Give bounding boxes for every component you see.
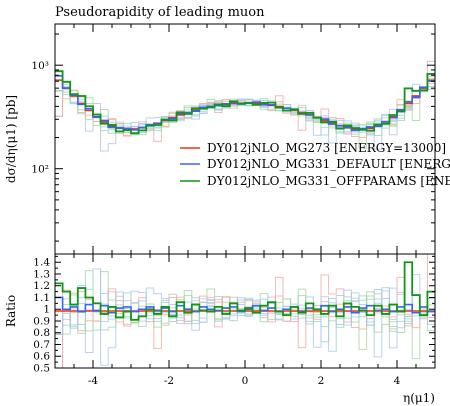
ratio-y-tick-label: 1.1 xyxy=(33,292,50,304)
main-series-histograms xyxy=(55,70,435,135)
x-tick-label: 0 xyxy=(242,375,249,387)
main-y-ticks: 10² 10³ xyxy=(31,33,435,242)
faint-variation-histograms xyxy=(55,60,435,152)
x-tick-label: -2 xyxy=(164,375,174,387)
ratio-series-histograms xyxy=(55,261,435,321)
legend-label-mg273: DY012jNLO_MG273 [ENERGY=13000] xyxy=(207,141,446,155)
faint-histogram-7 xyxy=(55,85,435,144)
ratio-panel: 0.50.60.70.80.911.11.21.31.4 -4 -2 0 2 4 xyxy=(33,253,436,387)
ratio-y-ticks: 0.50.60.70.80.911.11.21.31.4 xyxy=(33,255,435,375)
legend-label-mg331-offparams: DY012jNLO_MG331_OFFPARAMS [ENERGY=13000] xyxy=(207,174,450,188)
y-axis-label: dσ/dη(μ1) [pb] xyxy=(4,95,18,183)
legend-label-mg331-default: DY012jNLO_MG331_DEFAULT [ENERGY=13000] xyxy=(207,157,450,171)
ratio-mg331-offparams-histogram xyxy=(55,261,435,321)
x-tick-label: 4 xyxy=(394,375,401,387)
ratio-y-tick-label: 1.2 xyxy=(33,280,50,292)
faint-histogram-2 xyxy=(55,77,435,149)
ratio-x-ticks: -4 -2 0 2 4 xyxy=(54,254,436,387)
ratio-y-tick-label: 0.7 xyxy=(33,339,50,351)
ratio-y-tick-label: 0.9 xyxy=(33,315,50,327)
chart-title: Pseudorapidity of leading muon xyxy=(55,5,265,20)
ratio-y-tick-label: 1.4 xyxy=(33,257,50,269)
main-frame xyxy=(54,23,436,255)
y-tick-label: 10³ xyxy=(31,60,49,72)
main-panel: 10² 10³ xyxy=(31,23,436,255)
ratio-y-tick-label: 1.3 xyxy=(33,268,50,280)
ratio-y-tick-label: 0.8 xyxy=(33,327,50,339)
ratio-y-tick-label: 1 xyxy=(43,304,50,316)
legend: DY012jNLO_MG273 [ENERGY=13000] DY012jNLO… xyxy=(180,141,450,188)
main-x-ticks xyxy=(54,24,436,254)
x-tick-label: 2 xyxy=(318,375,325,387)
ratio-faint-histogram-7 xyxy=(55,285,435,352)
y-tick-label: 10² xyxy=(31,164,49,176)
faint-histogram-3 xyxy=(55,75,435,150)
series-mg331-offparams-histogram xyxy=(55,70,435,135)
ratio-y-tick-label: 0.6 xyxy=(33,351,50,363)
ratio-y-tick-label: 0.5 xyxy=(33,363,50,375)
ratio-faint-histograms xyxy=(55,253,435,369)
x-axis-label: η(μ1) xyxy=(403,391,435,405)
x-tick-label: -4 xyxy=(88,375,99,387)
ratio-axis-label: Ratio xyxy=(4,295,18,327)
